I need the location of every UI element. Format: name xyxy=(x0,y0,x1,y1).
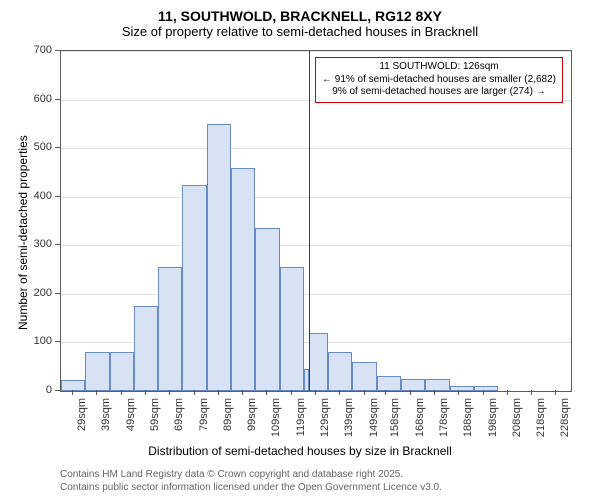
ytick-label: 600 xyxy=(22,93,52,105)
xtick-label: 168sqm xyxy=(414,398,426,438)
chart-subtitle: Size of property relative to semi-detach… xyxy=(0,24,600,43)
xtick-mark xyxy=(194,390,195,395)
xtick-label: 99sqm xyxy=(246,398,258,438)
y-axis-label: Number of semi-detached properties xyxy=(16,135,30,330)
ytick-label: 500 xyxy=(22,141,52,153)
annotation-box: 11 SOUTHWOLD: 126sqm← 91% of semi-detach… xyxy=(315,57,563,103)
xtick-mark xyxy=(266,390,267,395)
plot-area: 11 SOUTHWOLD: 126sqm← 91% of semi-detach… xyxy=(60,50,572,392)
footer-caption: Contains HM Land Registry data © Crown c… xyxy=(60,468,442,494)
xtick-label: 79sqm xyxy=(198,398,210,438)
histogram-bar xyxy=(207,124,231,391)
annotation-line1: 11 SOUTHWOLD: 126sqm xyxy=(322,61,556,74)
xtick-mark xyxy=(434,390,435,395)
chart-container: 11, SOUTHWOLD, BRACKNELL, RG12 8XY Size … xyxy=(0,0,600,500)
histogram-bar xyxy=(401,379,425,391)
xtick-mark xyxy=(410,390,411,395)
xtick-label: 139sqm xyxy=(343,398,355,438)
xtick-mark xyxy=(339,390,340,395)
histogram-bar xyxy=(231,168,255,391)
histogram-bar xyxy=(450,386,474,391)
xtick-label: 69sqm xyxy=(173,398,185,438)
xtick-mark xyxy=(218,390,219,395)
ytick-mark xyxy=(55,196,60,197)
ytick-label: 100 xyxy=(22,335,52,347)
ytick-mark xyxy=(55,50,60,51)
ytick-mark xyxy=(55,341,60,342)
xtick-label: 59sqm xyxy=(149,398,161,438)
histogram-bar xyxy=(158,267,182,391)
xtick-mark xyxy=(507,390,508,395)
xtick-mark xyxy=(315,390,316,395)
xtick-mark xyxy=(385,390,386,395)
histogram-bar xyxy=(280,267,304,391)
reference-line xyxy=(309,51,310,391)
histogram-bar xyxy=(309,333,328,391)
xtick-label: 158sqm xyxy=(389,398,401,438)
xtick-label: 29sqm xyxy=(76,398,88,438)
ytick-mark xyxy=(55,244,60,245)
ytick-label: 400 xyxy=(22,190,52,202)
xtick-label: 49sqm xyxy=(125,398,137,438)
gridline xyxy=(61,197,571,198)
histogram-bar xyxy=(61,380,85,391)
ytick-mark xyxy=(55,99,60,100)
footer-line1: Contains HM Land Registry data © Crown c… xyxy=(60,468,442,481)
chart-title: 11, SOUTHWOLD, BRACKNELL, RG12 8XY xyxy=(0,0,600,24)
xtick-mark xyxy=(242,390,243,395)
xtick-mark xyxy=(96,390,97,395)
annotation-line3: 9% of semi-detached houses are larger (2… xyxy=(322,86,556,99)
xtick-label: 198sqm xyxy=(487,398,499,438)
xtick-mark xyxy=(555,390,556,395)
xtick-mark xyxy=(121,390,122,395)
ytick-mark xyxy=(55,390,60,391)
xtick-mark xyxy=(458,390,459,395)
histogram-bar xyxy=(134,306,158,391)
xtick-mark xyxy=(169,390,170,395)
ytick-label: 300 xyxy=(22,238,52,250)
xtick-mark xyxy=(145,390,146,395)
xtick-label: 129sqm xyxy=(319,398,331,438)
histogram-bar xyxy=(328,352,352,391)
ytick-mark xyxy=(55,147,60,148)
xtick-label: 188sqm xyxy=(462,398,474,438)
xtick-mark xyxy=(364,390,365,395)
xtick-mark xyxy=(72,390,73,395)
histogram-bar xyxy=(474,386,498,391)
histogram-bar xyxy=(377,376,401,391)
histogram-bar xyxy=(110,352,134,391)
x-axis-label: Distribution of semi-detached houses by … xyxy=(0,444,600,458)
xtick-mark xyxy=(483,390,484,395)
xtick-mark xyxy=(291,390,292,395)
xtick-mark xyxy=(531,390,532,395)
gridline xyxy=(61,51,571,52)
histogram-bar xyxy=(425,379,449,391)
xtick-label: 178sqm xyxy=(438,398,450,438)
gridline xyxy=(61,148,571,149)
xtick-label: 208sqm xyxy=(511,398,523,438)
ytick-label: 200 xyxy=(22,287,52,299)
xtick-label: 119sqm xyxy=(295,398,307,438)
histogram-bar xyxy=(255,228,279,391)
annotation-line2: ← 91% of semi-detached houses are smalle… xyxy=(322,74,556,87)
histogram-bar xyxy=(85,352,109,391)
xtick-label: 218sqm xyxy=(535,398,547,438)
ytick-label: 0 xyxy=(22,384,52,396)
xtick-label: 39sqm xyxy=(100,398,112,438)
ytick-label: 700 xyxy=(22,44,52,56)
xtick-label: 89sqm xyxy=(222,398,234,438)
histogram-bar xyxy=(182,185,206,391)
histogram-bar xyxy=(352,362,376,391)
xtick-label: 228sqm xyxy=(559,398,571,438)
gridline xyxy=(61,245,571,246)
footer-line2: Contains public sector information licen… xyxy=(60,481,442,494)
ytick-mark xyxy=(55,293,60,294)
xtick-label: 109sqm xyxy=(270,398,282,438)
gridline xyxy=(61,294,571,295)
xtick-label: 149sqm xyxy=(368,398,380,438)
